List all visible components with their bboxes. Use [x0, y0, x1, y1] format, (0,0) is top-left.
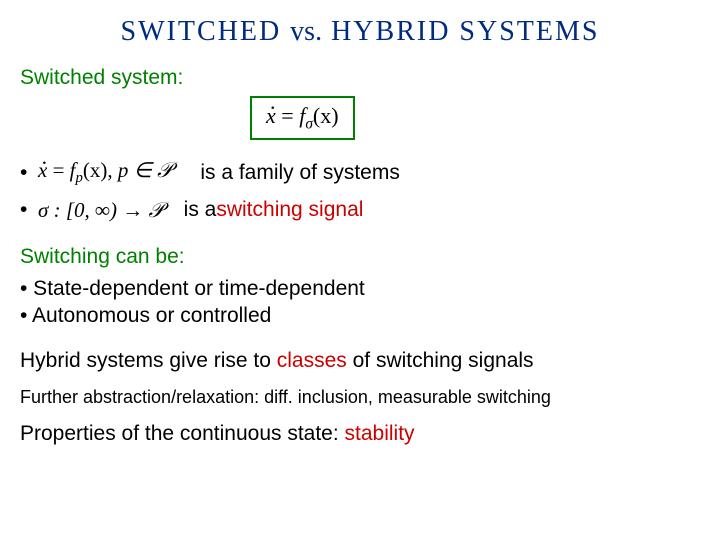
line-props-red: stability — [345, 422, 415, 445]
b2-calP: 𝒫 — [149, 198, 164, 222]
line-props-pre: Properties of the continuous state: — [20, 422, 345, 445]
line-abstraction: Further abstraction/relaxation: diff. in… — [20, 387, 700, 408]
sub-bullet-2: • Autonomous or controlled — [20, 302, 700, 329]
b1-sub-p: p — [76, 171, 83, 187]
label-switching-can-be: Switching can be: — [20, 245, 700, 269]
bullet2-text-red: switching signal — [216, 198, 363, 222]
line-hybrid-post: of switching signals — [347, 349, 534, 372]
bullet-family: • x = fp(x), p ∈ 𝒫 is a family of system… — [20, 158, 700, 187]
slide-title: SWITCHED vs. HYBRID SYSTEMS — [20, 16, 700, 48]
b1-calP: 𝒫 — [157, 158, 172, 182]
bullet-dot-1: • — [20, 161, 38, 185]
bullet-sigma: • σ : [0, ∞) → 𝒫 is a switching signal — [20, 198, 700, 223]
b1-eq: = — [47, 158, 69, 182]
boxed-eq-arg: (x) — [313, 103, 339, 128]
bullet2-math: σ : [0, ∞) → 𝒫 — [38, 198, 164, 223]
boxed-equation: x = fσ(x) — [250, 96, 355, 140]
line-properties: Properties of the continuous state: stab… — [20, 422, 700, 446]
bullet-dot-2: • — [20, 198, 38, 222]
sub-bullet-1: • State-dependent or time-dependent — [20, 275, 700, 302]
b2-sigma: σ : [0, ∞) → — [38, 198, 149, 222]
bullet1-text: is a family of systems — [200, 161, 400, 185]
label-switched-system: Switched system: — [20, 66, 183, 90]
row-switched-system: Switched system: — [20, 66, 700, 100]
title-word-vs: vs. — [290, 16, 322, 47]
boxed-eq-equals: = — [276, 103, 299, 128]
line-hybrid-red: classes — [277, 349, 347, 372]
boxed-equation-wrap: x = fσ(x) — [250, 96, 700, 140]
sub-bullets: • State-dependent or time-dependent • Au… — [20, 275, 700, 330]
bullet1-math: x = fp(x), p ∈ 𝒫 — [38, 158, 172, 187]
slide-root: SWITCHED vs. HYBRID SYSTEMS Switched sys… — [0, 0, 720, 540]
line-hybrid: Hybrid systems give rise to classes of s… — [20, 349, 700, 373]
b1-pin: p ∈ — [118, 158, 157, 182]
bullet2-text-pre: is a — [184, 198, 217, 222]
line-hybrid-pre: Hybrid systems give rise to — [20, 349, 277, 372]
b1-arg: (x), — [83, 158, 118, 182]
title-word-switched: SWITCHED — [121, 16, 282, 47]
boxed-eq-sigma: σ — [305, 115, 313, 132]
title-word-hybrid: HYBRID SYSTEMS — [331, 16, 599, 47]
